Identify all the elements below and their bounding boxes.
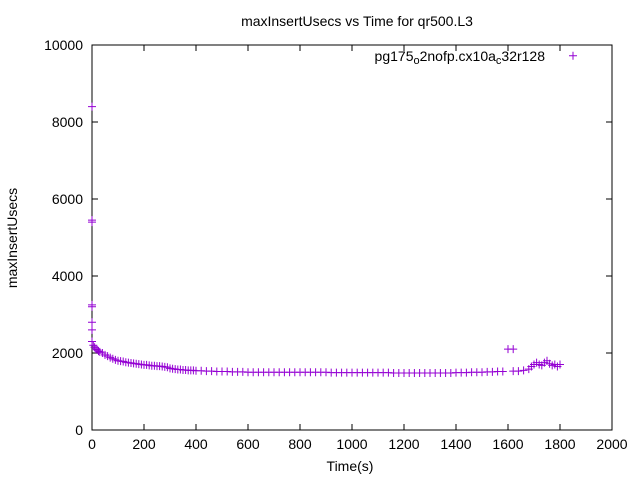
chart-title: maxInsertUsecs vs Time for qr500.L3	[241, 13, 473, 29]
y-tick-label: 6000	[52, 191, 83, 207]
x-tick-label: 1800	[544, 436, 575, 452]
data-point	[556, 360, 564, 369]
y-tick-label: 8000	[52, 114, 83, 130]
legend: pg175o2nofp.cx10ac32r128	[375, 48, 577, 67]
y-tick-label: 0	[75, 422, 83, 438]
data-point	[88, 325, 96, 334]
series-points	[88, 102, 564, 378]
y-tick-label: 10000	[44, 37, 83, 53]
x-tick-label: 600	[236, 436, 260, 452]
x-tick-label: 200	[132, 436, 156, 452]
data-point	[88, 318, 96, 327]
data-point	[498, 367, 507, 376]
x-axis-label: Time(s)	[327, 458, 374, 474]
legend-series-label: pg175o2nofp.cx10ac32r128	[375, 48, 546, 67]
legend-label-part: pg175	[375, 48, 414, 64]
x-tick-label: 1000	[336, 436, 367, 452]
data-point	[88, 302, 96, 311]
x-tick-label: 1400	[440, 436, 471, 452]
x-tick-label: 1600	[492, 436, 523, 452]
x-tick-label: 0	[88, 436, 96, 452]
x-tick-label: 400	[184, 436, 208, 452]
data-point	[88, 337, 96, 346]
x-axis-ticks: 0 200 400 600 800 1000 1200 1400 1600 1800 2000	[88, 45, 628, 452]
data-point	[88, 218, 96, 227]
data-point	[509, 345, 518, 354]
legend-label-subscript: c	[496, 55, 502, 67]
data-point	[88, 102, 96, 111]
data-point	[94, 347, 103, 356]
x-tick-label: 1200	[388, 436, 419, 452]
legend-label-part: 32r128	[501, 48, 545, 64]
y-tick-label: 2000	[52, 345, 83, 361]
y-axis-label: maxInsertUsecs	[4, 188, 20, 288]
y-axis-ticks: 0 2000 4000 6000 8000 10000	[44, 37, 612, 438]
data-point	[519, 366, 528, 375]
legend-label-part: 2nofp.cx10a	[420, 48, 496, 64]
y-tick-label: 4000	[52, 268, 83, 284]
x-tick-label: 2000	[596, 436, 627, 452]
legend-label-subscript: o	[413, 55, 419, 67]
x-tick-label: 800	[288, 436, 312, 452]
data-point	[514, 367, 523, 376]
legend-marker	[569, 51, 577, 60]
